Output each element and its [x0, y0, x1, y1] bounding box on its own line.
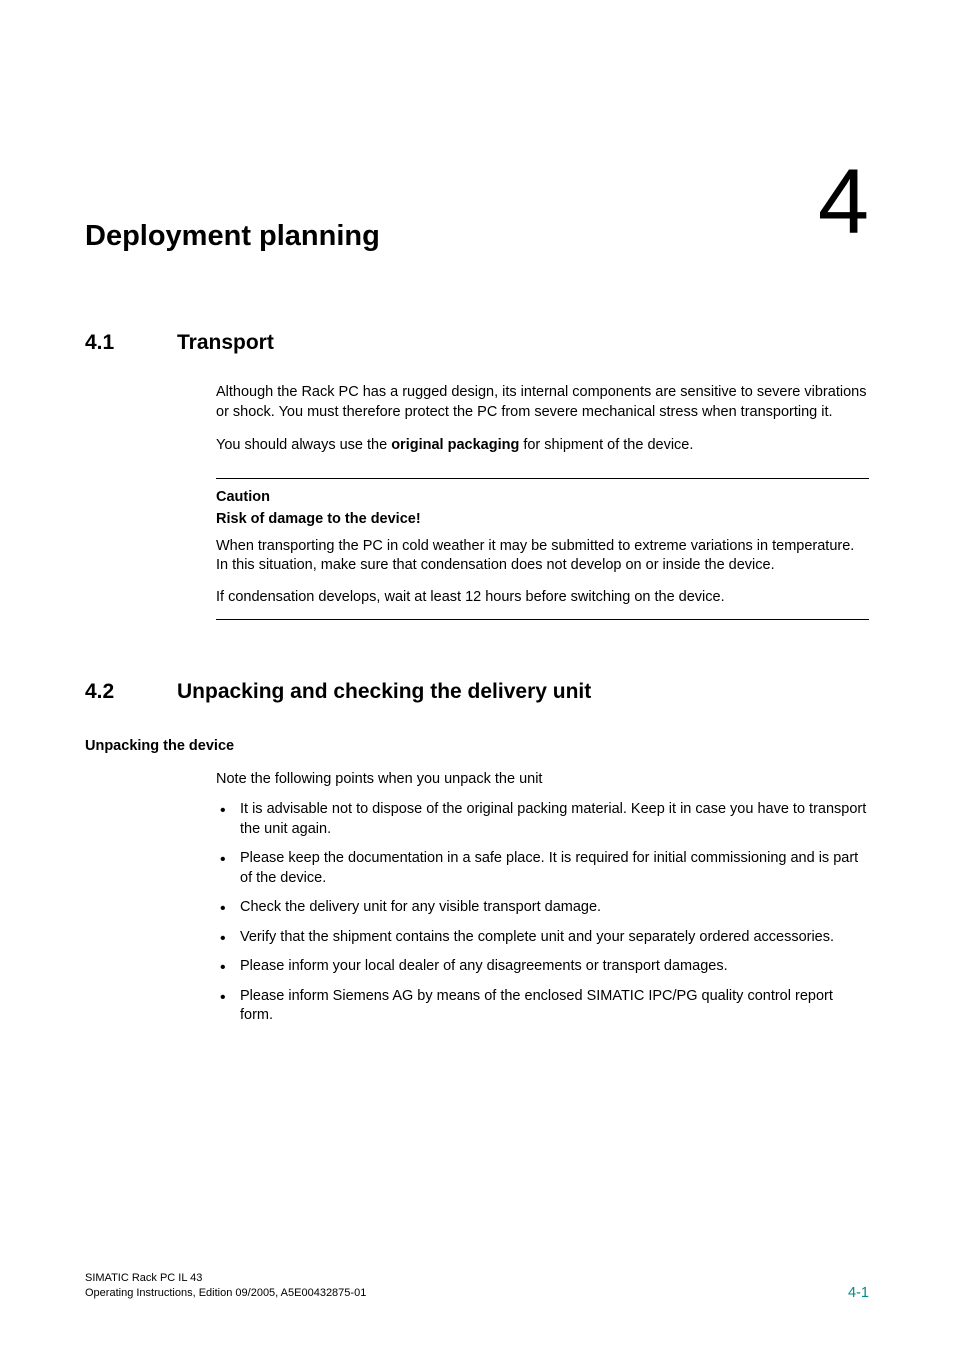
chapter-number: 4 — [818, 156, 869, 248]
chapter-header: Deployment planning 4 — [85, 220, 869, 253]
caution-paragraph: If condensation develops, wait at least … — [216, 588, 869, 608]
bold-text: original packaging — [391, 437, 519, 453]
section-4-2-header: 4.2 Unpacking and checking the delivery … — [85, 680, 869, 704]
paragraph: You should always use the original packa… — [216, 436, 869, 456]
page-number: 4-1 — [848, 1285, 869, 1301]
page-footer: SIMATIC Rack PC IL 43 Operating Instruct… — [85, 1271, 869, 1301]
section-4-2-body: Note the following points when you unpac… — [216, 770, 869, 1026]
bullet-list: It is advisable not to dispose of the or… — [216, 800, 869, 1026]
paragraph: Note the following points when you unpac… — [216, 770, 869, 790]
list-item: Verify that the shipment contains the co… — [216, 928, 869, 948]
caution-subtitle: Risk of damage to the device! — [216, 511, 869, 527]
text: You should always use the — [216, 437, 391, 453]
footer-edition: Operating Instructions, Edition 09/2005,… — [85, 1286, 366, 1301]
caution-box: Caution Risk of damage to the device! Wh… — [216, 478, 869, 621]
section-number: 4.1 — [85, 331, 177, 355]
list-item: Please inform your local dealer of any d… — [216, 957, 869, 977]
footer-left: SIMATIC Rack PC IL 43 Operating Instruct… — [85, 1271, 366, 1301]
caution-label: Caution — [216, 489, 869, 505]
list-item: Please inform Siemens AG by means of the… — [216, 987, 869, 1026]
list-item: Please keep the documentation in a safe … — [216, 849, 869, 888]
subsection-heading: Unpacking the device — [85, 738, 869, 754]
list-item: Check the delivery unit for any visible … — [216, 898, 869, 918]
section-4-1-body: Although the Rack PC has a rugged design… — [216, 383, 869, 620]
footer-product: SIMATIC Rack PC IL 43 — [85, 1271, 366, 1286]
section-4-1-header: 4.1 Transport — [85, 331, 869, 355]
text: for shipment of the device. — [519, 437, 693, 453]
caution-paragraph: When transporting the PC in cold weather… — [216, 537, 869, 576]
section-number: 4.2 — [85, 680, 177, 704]
section-title: Transport — [177, 331, 274, 355]
list-item: It is advisable not to dispose of the or… — [216, 800, 869, 839]
chapter-title: Deployment planning — [85, 220, 869, 253]
section-title: Unpacking and checking the delivery unit — [177, 680, 591, 704]
paragraph: Although the Rack PC has a rugged design… — [216, 383, 869, 422]
